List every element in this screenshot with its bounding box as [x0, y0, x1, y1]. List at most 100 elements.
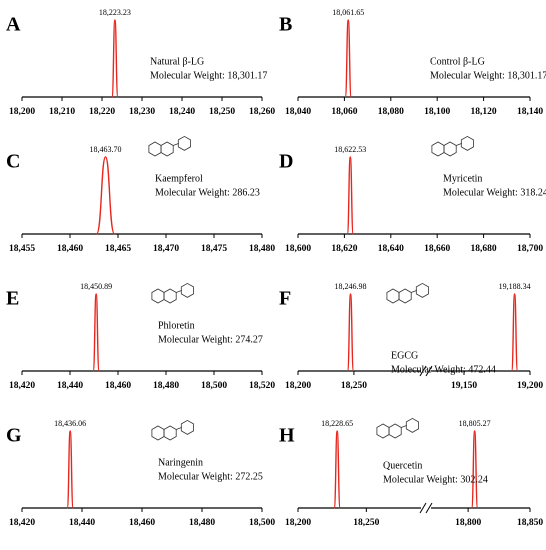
annotation: Molecular Weight: 302.24	[383, 474, 488, 485]
x-tick-label: 18,460	[57, 244, 83, 254]
molecule-ring	[151, 288, 165, 304]
molecule-ring	[405, 417, 419, 433]
molecule-ring	[151, 425, 165, 441]
molecule-ring	[180, 282, 194, 298]
panel: D 18,600 18,620 18,640 18,660 18,680 18,700 18,…	[279, 135, 546, 254]
peak-label: 18,450.89	[80, 282, 112, 291]
x-tick-label: 18,460	[105, 381, 131, 391]
annotation: Myricetin	[443, 173, 482, 184]
panel-letter: F	[279, 288, 291, 310]
peak	[346, 293, 355, 372]
axis-break	[419, 502, 427, 514]
panel: C 18,455 18,460 18,465 18,470 18,475 18,480 18,…	[6, 135, 275, 254]
axis-break	[425, 365, 433, 377]
x-tick-label: 18,480	[189, 518, 215, 528]
molecule-ring	[148, 141, 162, 157]
molecule-ring	[376, 423, 390, 439]
x-tick-label: 18,200	[285, 381, 311, 391]
x-tick-label: 18,120	[471, 107, 497, 117]
molecule-bond	[176, 427, 182, 430]
x-tick-label: 18,250	[341, 381, 367, 391]
x-tick-label: 18,440	[69, 518, 95, 528]
peak-label: 18,246.98	[335, 282, 367, 291]
peak	[111, 19, 119, 98]
x-tick-label: 18,500	[201, 381, 227, 391]
molecule-ring	[163, 425, 177, 441]
x-tick-label: 18,080	[378, 107, 404, 117]
x-tick-label: 18,220	[89, 107, 115, 117]
x-tick-label: 18,040	[285, 107, 311, 117]
molecule-ring	[460, 135, 474, 151]
annotation: Molecular Weight: 318.24	[443, 187, 546, 198]
molecule-ring	[163, 288, 177, 304]
molecule-ring	[415, 282, 429, 298]
x-tick-label: 18,520	[249, 381, 275, 391]
annotation: Kaempferol	[155, 173, 203, 184]
x-tick-label: 18,620	[331, 244, 357, 254]
molecule-ring	[386, 288, 400, 304]
annotation: Control β-LG	[430, 56, 485, 67]
x-tick-label: 18,455	[9, 244, 35, 254]
molecule-bond	[173, 143, 179, 146]
molecule-ring	[160, 141, 174, 157]
peak-label: 18,061.65	[332, 8, 364, 17]
x-tick-label: 18,100	[424, 107, 450, 117]
x-tick-label: 18,460	[129, 518, 155, 528]
x-tick-label: 18,420	[9, 518, 35, 528]
peak-label: 18,228.65	[321, 419, 353, 428]
x-tick-label: 18,200	[9, 107, 35, 117]
axis-break	[419, 365, 427, 377]
molecule-ring	[398, 288, 412, 304]
annotation: Molecular Weight: 18,301.17	[150, 70, 267, 81]
peak	[333, 430, 341, 509]
panel: B 18,040 18,060 18,080 18,100 18,120 18,140 18,…	[279, 8, 546, 117]
annotation: Molecular Weight: 286.23	[155, 187, 260, 198]
x-tick-label: 18,850	[517, 518, 543, 528]
x-tick-label: 18,140	[517, 107, 543, 117]
x-tick-label: 18,465	[105, 244, 131, 254]
x-tick-label: 18,250	[353, 518, 379, 528]
x-tick-label: 18,700	[517, 244, 543, 254]
molecule-bond	[411, 290, 417, 293]
peak	[510, 293, 519, 372]
molecule-bond	[176, 290, 182, 293]
panel: E 18,420 18,440 18,460 18,480 18,500 18,520 18,…	[6, 282, 275, 391]
annotation: Naringenin	[158, 457, 203, 468]
peak	[470, 430, 479, 509]
x-tick-label: 18,260	[249, 107, 275, 117]
x-tick-label: 18,210	[49, 107, 75, 117]
annotation: EGCG	[391, 350, 418, 361]
x-tick-label: 18,660	[424, 244, 450, 254]
annotation: Molecular Weight: 274.27	[158, 334, 263, 345]
x-tick-label: 18,500	[249, 518, 275, 528]
x-tick-label: 18,240	[169, 107, 195, 117]
x-tick-label: 18,680	[471, 244, 497, 254]
peak-label: 18,223.23	[99, 8, 131, 17]
molecule-bond	[456, 143, 462, 146]
x-tick-label: 18,640	[378, 244, 404, 254]
x-tick-label: 18,230	[129, 107, 155, 117]
x-tick-label: 18,600	[285, 244, 311, 254]
x-tick-label: 18,480	[153, 381, 179, 391]
panel-letter: A	[6, 14, 21, 36]
x-tick-label: 19,150	[451, 381, 477, 391]
panel: A 18,200 18,210 18,220 18,230 18,240 18,250 18,…	[6, 8, 275, 117]
axis-break	[425, 502, 433, 514]
panel: G 18,420 18,440 18,460 18,480 18,500 18,436.06…	[6, 419, 275, 528]
peak-label: 18,436.06	[54, 419, 86, 428]
x-tick-label: 18,800	[455, 518, 481, 528]
annotation: Phloretin	[158, 320, 195, 331]
molecule-ring	[443, 141, 457, 157]
x-tick-label: 18,470	[153, 244, 179, 254]
molecule-bond	[401, 425, 407, 428]
annotation: Molecular Weight: 472.44	[391, 364, 496, 375]
peak-label: 18,805.27	[459, 419, 491, 428]
molecule-ring	[388, 423, 402, 439]
peak	[66, 430, 74, 509]
peak-label: 19,188.34	[499, 282, 531, 291]
peak-label: 18,622.53	[334, 145, 366, 154]
molecule-ring	[177, 135, 191, 151]
annotation: Molecular Weight: 18,301.17	[430, 70, 546, 81]
peak-label: 18,463.70	[90, 145, 122, 154]
